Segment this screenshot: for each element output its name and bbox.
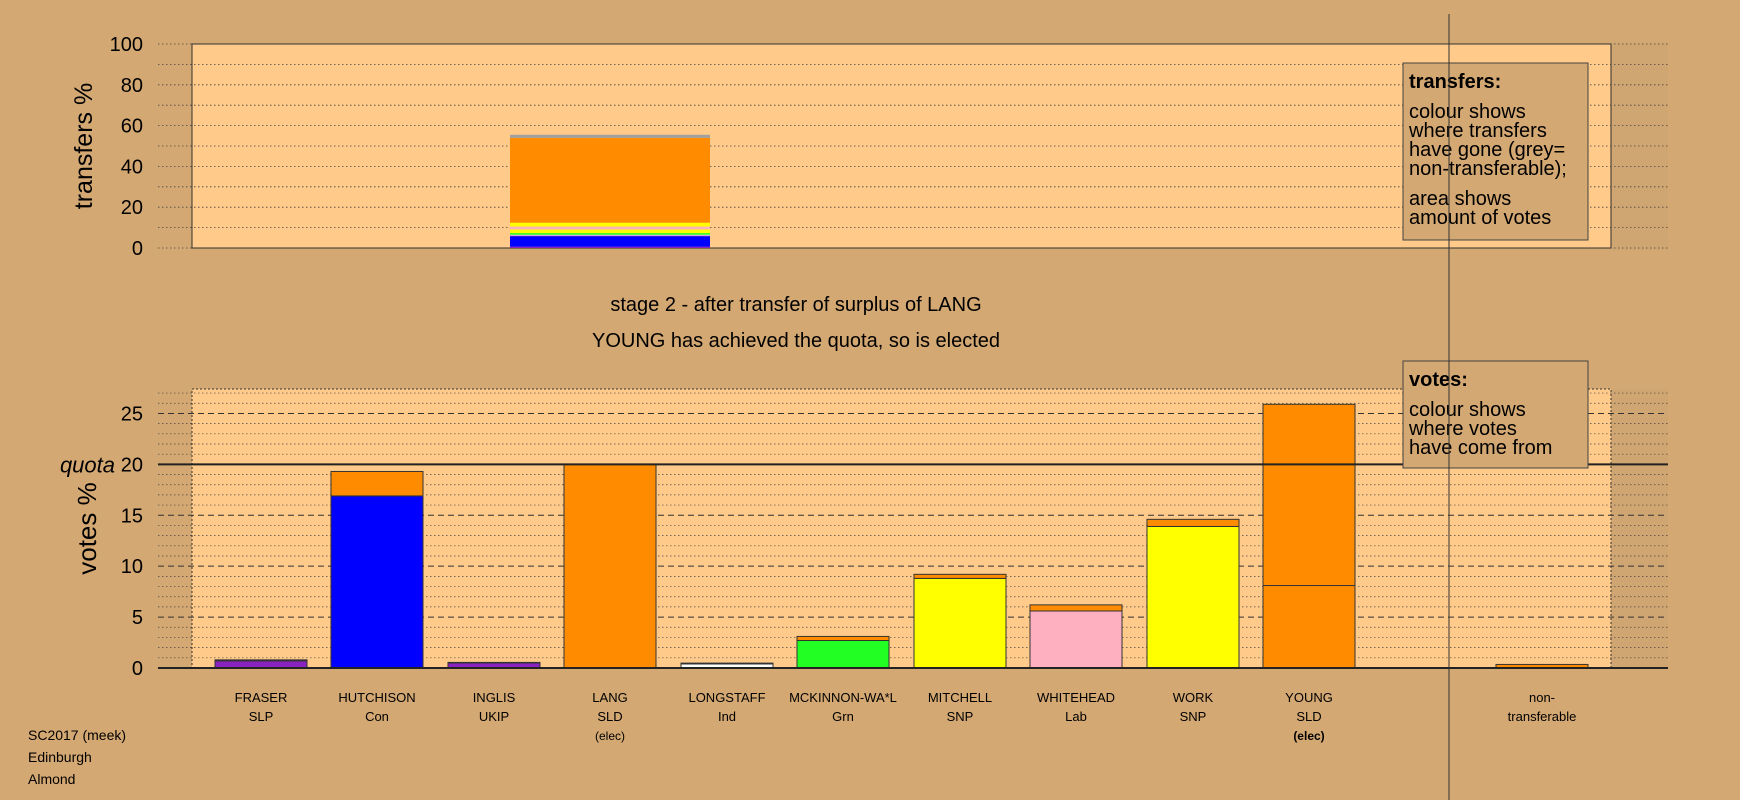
transfers-y-tick-label: 0 (132, 238, 143, 260)
quota-label: quota (60, 452, 115, 477)
footer-election: SC2017 (meek) (28, 727, 127, 743)
vote-bar-segment-work (1146, 518, 1240, 527)
candidate-elected-label: (elec) (595, 729, 625, 743)
vote-bar-segment-work (1146, 525, 1240, 669)
transfer-segment-sld (510, 137, 710, 223)
transfer-segment-snp (510, 229, 710, 234)
stage-title: stage 2 - after transfer of surplus of L… (610, 294, 981, 316)
vote-bar-segment-hutchison (330, 495, 424, 669)
votes-legend-text: have come from (1409, 437, 1552, 459)
votes-side-shade (1611, 389, 1668, 668)
vote-bar-segment-mitchell (913, 573, 1007, 579)
vote-bar-segment-young (1262, 585, 1356, 669)
candidate-elected-label: (elec) (1293, 729, 1324, 743)
nontransferable-label: transferable (1508, 709, 1577, 724)
footer-caption: SC2017 (meek) Edinburgh Almond (28, 724, 126, 790)
vote-bar-segment-mckinnonwal (796, 635, 890, 642)
transfer-segment-grn (510, 233, 710, 235)
transfers-y-tick-label: 100 (110, 34, 143, 56)
candidate-party-label: SNP (947, 709, 974, 724)
candidate-party-label: SLD (597, 709, 622, 724)
transfers-y-tick-label: 60 (121, 116, 143, 138)
candidate-name-label: MITCHELL (928, 690, 992, 705)
transfer-segment-snp (510, 222, 710, 227)
transfers-legend-title: transfers: (1409, 71, 1501, 93)
votes-y-axis-label: votes % (72, 482, 102, 575)
votes-y-tick-label: 25 (121, 403, 143, 425)
votes-y-tick-label: 15 (121, 505, 143, 527)
votes-plot-frame (191, 388, 1612, 669)
candidate-party-label: UKIP (479, 709, 509, 724)
candidate-name-label: FRASER (235, 690, 288, 705)
transfer-segment-con (510, 236, 710, 247)
transfer-segment-nontransferable (510, 134, 710, 138)
candidate-name-label: INGLIS (473, 690, 516, 705)
candidate-party-label: Lab (1065, 709, 1087, 724)
footer-council: Edinburgh (28, 749, 92, 765)
votes-y-tick-label: 10 (121, 556, 143, 578)
footer-ward: Almond (28, 771, 76, 787)
vote-bar-segment-hutchison (330, 470, 424, 497)
nontransferable-label: non- (1529, 690, 1555, 705)
votes-y-tick-label: 20 (121, 454, 143, 476)
vote-bar-segment-lang (563, 463, 657, 669)
vote-bar-segment-longstaff (680, 662, 774, 665)
candidate-name-label: MCKINNON-WA*L (789, 690, 897, 705)
candidate-party-label: SLD (1296, 709, 1321, 724)
transfers-y-tick-label: 80 (121, 75, 143, 97)
candidate-name-label: YOUNG (1285, 690, 1333, 705)
candidate-party-label: SNP (1180, 709, 1207, 724)
transfers-legend-text: colour shows (1409, 101, 1526, 123)
candidate-party-label: Con (365, 709, 389, 724)
vote-bar-segment-young (1262, 403, 1356, 587)
transfers-legend-text: amount of votes (1409, 207, 1551, 229)
candidate-party-label: SLP (249, 709, 274, 724)
votes-legend-text: colour shows (1409, 399, 1526, 421)
vote-bar-segment-inglis (447, 661, 541, 664)
transfers-y-tick-label: 40 (121, 156, 143, 178)
transfers-y-tick-label: 20 (121, 197, 143, 219)
votes-y-tick-label: 0 (132, 658, 143, 680)
transfers-legend-text: area shows (1409, 188, 1511, 210)
vote-bar-segment-whitehead (1029, 610, 1123, 669)
vote-bar-segment-mckinnonwal (796, 640, 890, 669)
transfer-segment-slp (510, 246, 710, 248)
transfer-segment-lab (510, 226, 710, 230)
candidate-party-label: Grn (832, 709, 854, 724)
transfers-y-axis-label: transfers % (70, 83, 98, 209)
votes-y-tick-label: 5 (132, 607, 143, 629)
candidate-party-label: Ind (718, 709, 736, 724)
transfer-segment-ind (510, 234, 710, 236)
transfers-plot-bg (192, 44, 1449, 248)
votes-legend-title: votes: (1409, 369, 1468, 391)
vote-bar-segment-fraser (214, 659, 308, 662)
votes-legend-text: where votes (1408, 418, 1517, 440)
vote-bar-segment-whitehead (1029, 604, 1123, 612)
candidate-name-label: HUTCHISON (338, 690, 415, 705)
transfers-legend-box (1402, 62, 1589, 241)
vote-bar-segment-fraser (214, 660, 308, 669)
candidate-name-label: WORK (1173, 690, 1214, 705)
transfers-legend-text: have gone (grey= (1409, 139, 1565, 161)
votes-legend-box (1402, 360, 1589, 469)
transfer-segment-ukip (510, 235, 710, 237)
votes-plot-bg (192, 389, 1611, 668)
transfers-plot-frame (191, 43, 1612, 249)
stage-subtitle: YOUNG has achieved the quota, so is elec… (592, 330, 1000, 352)
candidate-name-label: LONGSTAFF (688, 690, 765, 705)
candidate-name-label: WHITEHEAD (1037, 690, 1115, 705)
transfers-legend-text: non-transferable); (1409, 158, 1567, 180)
transfers-legend-text: where transfers (1408, 120, 1547, 142)
candidate-name-label: LANG (592, 690, 627, 705)
vote-bar-segment-mitchell (913, 577, 1007, 669)
